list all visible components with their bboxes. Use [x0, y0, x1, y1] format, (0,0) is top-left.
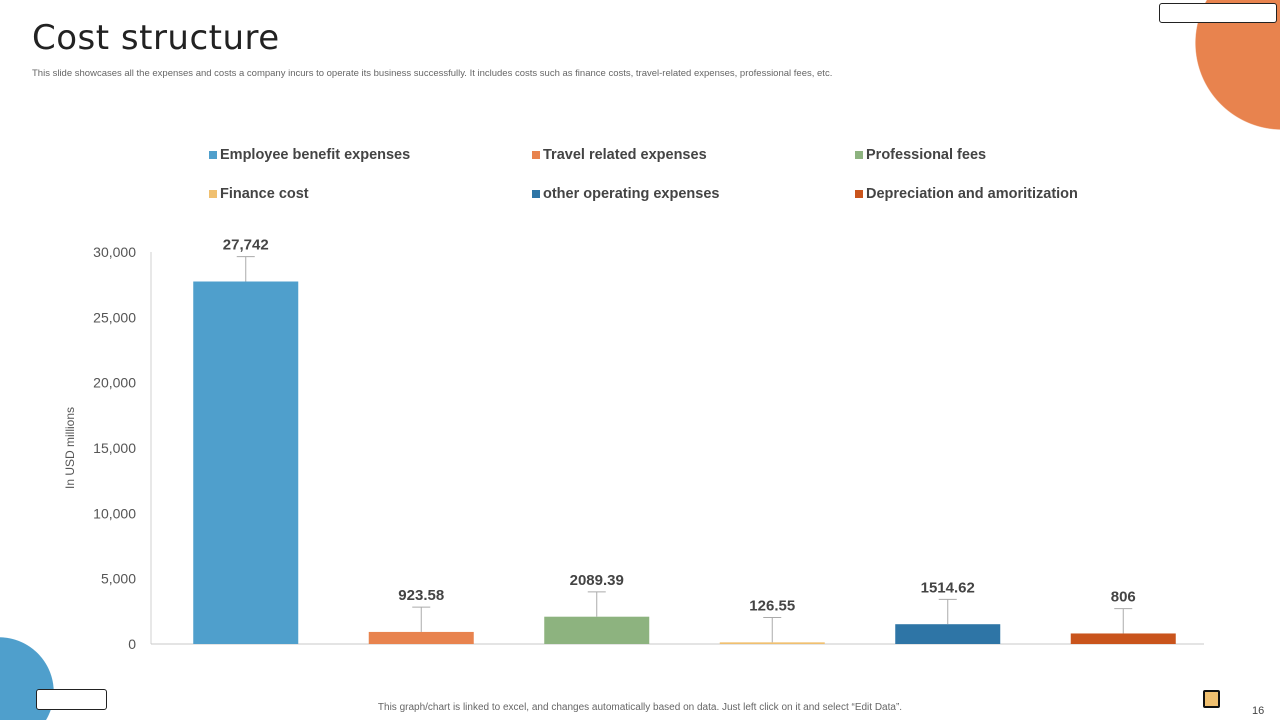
legend-swatch — [209, 190, 217, 198]
legend-swatch — [209, 151, 217, 159]
legend-item: Travel related expenses — [532, 147, 707, 163]
page-subtitle: This slide showcases all the expenses an… — [32, 68, 833, 79]
y-tick-label: 15,000 — [93, 440, 136, 456]
bar — [368, 631, 474, 644]
legend-label: Depreciation and amoritization — [866, 186, 1078, 202]
sticky-note-icon — [1203, 690, 1220, 708]
bar — [1070, 633, 1176, 644]
y-tick-label: 30,000 — [93, 244, 136, 260]
legend-item: Employee benefit expenses — [209, 147, 410, 163]
y-tick-label: 20,000 — [93, 375, 136, 391]
legend-label: other operating expenses — [543, 186, 720, 202]
bar — [544, 616, 650, 644]
bar — [895, 624, 1001, 644]
bar — [193, 281, 299, 644]
data-label: 27,742 — [223, 237, 269, 254]
y-tick-label: 25,000 — [93, 309, 136, 325]
bar — [719, 642, 825, 644]
legend-label: Travel related expenses — [543, 147, 707, 163]
legend-item: Finance cost — [209, 186, 309, 202]
y-tick-label: 5,000 — [101, 571, 136, 587]
data-label: 923.58 — [398, 587, 444, 604]
legend-label: Finance cost — [220, 186, 309, 202]
decorative-box — [1159, 3, 1277, 23]
data-label: 126.55 — [749, 598, 795, 615]
legend-swatch — [855, 151, 863, 159]
decorative-box — [36, 689, 107, 710]
legend-label: Professional fees — [866, 147, 987, 163]
data-label: 2089.39 — [570, 572, 624, 589]
y-axis-label: In USD millions — [63, 407, 77, 489]
data-label: 806 — [1111, 589, 1136, 606]
legend-swatch — [532, 151, 540, 159]
page-title: Cost structure — [32, 18, 280, 58]
legend-item: Professional fees — [855, 147, 986, 163]
legend-swatch — [855, 190, 863, 198]
page-number: 16 — [1252, 705, 1265, 717]
data-label: 1514.62 — [921, 579, 975, 596]
legend-item: other operating expenses — [532, 186, 719, 202]
legend-label: Employee benefit expenses — [220, 147, 411, 163]
legend-item: Depreciation and amoritization — [855, 186, 1078, 202]
y-tick-label: 10,000 — [93, 505, 136, 521]
footer-note: This graph/chart is linked to excel, and… — [377, 702, 903, 713]
y-tick-label: 0 — [128, 636, 136, 652]
legend-swatch — [532, 190, 540, 198]
